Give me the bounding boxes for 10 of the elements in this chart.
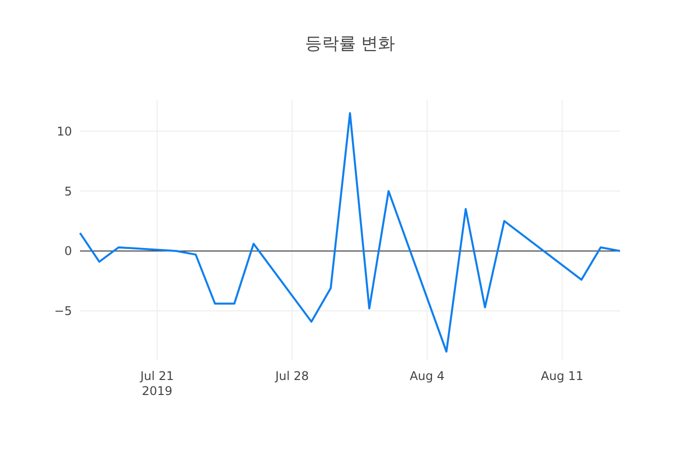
- y-tick-label: −5: [54, 304, 72, 318]
- chart-title: 등락률 변화: [304, 34, 396, 54]
- x-tick-label: Jul 28: [274, 369, 309, 383]
- line-series: [79, 112, 621, 353]
- x-tick-label: Jul 21 2019: [139, 369, 174, 398]
- x-tick-label: Aug 11: [540, 369, 584, 383]
- y-tick-label: 5: [64, 184, 72, 198]
- y-tick-label: 10: [56, 124, 72, 138]
- y-tick-label: 0: [64, 244, 72, 258]
- x-tick-label: Aug 4: [410, 369, 445, 383]
